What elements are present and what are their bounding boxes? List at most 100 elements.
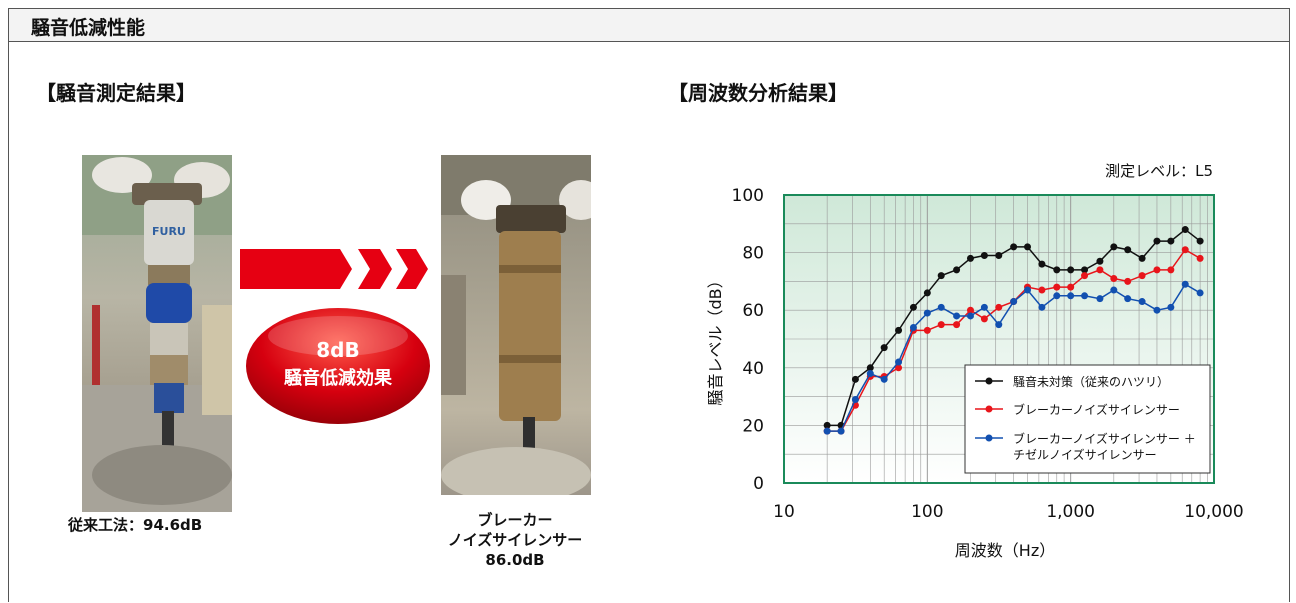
reduction-arrows	[240, 249, 428, 289]
silencer-breaker-illustration	[441, 155, 591, 495]
series-1-point	[823, 421, 831, 429]
series-1-point	[995, 251, 1003, 259]
series-2-point	[1138, 272, 1146, 280]
series-3-point	[1010, 298, 1018, 306]
caption-silencer-line2: ノイズサイレンサー	[447, 531, 583, 549]
conventional-breaker-illustration: FURU	[82, 155, 232, 512]
series-3-point	[1181, 280, 1189, 288]
arrow-chevron-1	[358, 249, 392, 289]
series-3-point	[895, 358, 903, 366]
series-3-point	[980, 303, 988, 311]
series-1-point	[1196, 237, 1204, 245]
legend-box	[964, 364, 1211, 474]
series-3-point	[866, 370, 874, 378]
reduction-badge: 8dB 騒音低減効果	[244, 306, 432, 426]
series-2-point	[1110, 275, 1118, 283]
x-tick-label: 10	[773, 502, 795, 522]
series-3-point	[1067, 292, 1075, 300]
series-1-point	[1081, 266, 1089, 274]
series-1-point	[880, 344, 888, 352]
caption-silencer-line1: ブレーカー	[477, 511, 553, 529]
series-1-point	[966, 254, 974, 262]
series-2-point	[1067, 283, 1075, 291]
x-axis-label: 周波数（Hz）	[955, 541, 1055, 560]
series-1-point	[1153, 237, 1161, 245]
series-3-point	[851, 395, 859, 403]
series-1-point	[1181, 226, 1189, 234]
series-3-point	[823, 427, 831, 435]
series-3-point	[1153, 306, 1161, 314]
badge-ellipse	[246, 308, 430, 424]
series-1-point	[1138, 254, 1146, 262]
y-tick-label: 20	[742, 416, 764, 436]
series-1-point	[1124, 246, 1132, 254]
series-1-point	[866, 364, 874, 372]
series-3-point	[1196, 289, 1204, 297]
arrow-large	[240, 249, 352, 289]
series-3-point	[1138, 298, 1146, 306]
measurement-level-annotation: 測定レベル：L5	[1105, 162, 1213, 180]
series-3-point	[1038, 303, 1046, 311]
series-2-point	[1038, 286, 1046, 294]
series-3-point	[995, 321, 1003, 329]
photo-conventional-method: FURU	[82, 155, 232, 512]
series-3-point	[966, 312, 974, 320]
caption-silencer-line3: 86.0dB	[485, 551, 545, 569]
series-3-point	[1167, 303, 1175, 311]
series-3-point	[923, 309, 931, 317]
legend-swatch-marker	[985, 377, 993, 385]
series-1-point	[909, 303, 917, 311]
y-tick-label: 100	[732, 186, 764, 206]
series-1-point	[1167, 237, 1175, 245]
series-3-point	[1096, 295, 1104, 303]
series-1-point	[1053, 266, 1061, 274]
x-tick-label: 10,000	[1184, 502, 1243, 522]
series-3-point	[1110, 286, 1118, 294]
y-tick-label: 80	[742, 244, 764, 264]
badge-db-value: 8dB	[316, 338, 360, 362]
legend-swatch-marker	[985, 434, 993, 442]
caption-conventional: 従来工法：94.6dB	[68, 516, 203, 534]
series-3-point	[953, 312, 961, 320]
series-2-point	[995, 303, 1003, 311]
series-1-point	[1096, 257, 1104, 265]
series-3-point	[1053, 292, 1061, 300]
series-2-point	[966, 306, 974, 314]
series-2-point	[1096, 266, 1104, 274]
badge-effect-label: 騒音低減効果	[284, 368, 392, 389]
series-1-point	[895, 326, 903, 334]
series-1-point	[1024, 243, 1032, 251]
series-2-point	[1053, 283, 1061, 291]
series-1-point	[937, 272, 945, 280]
series-2-point	[1167, 266, 1175, 274]
series-1-point	[923, 289, 931, 297]
series-2-point	[1196, 254, 1204, 262]
series-3-point	[1124, 295, 1132, 303]
x-tick-label: 1,000	[1046, 502, 1095, 522]
series-3-point	[1081, 292, 1089, 300]
series-1-point	[1038, 260, 1046, 268]
arrow-chevron-2	[396, 249, 428, 289]
series-3-point	[1024, 286, 1032, 294]
legend-label: ブレーカーノイズサイレンサー ＋	[1013, 431, 1196, 446]
legend-label: 騒音未対策（従来のハツリ）	[1013, 374, 1169, 389]
series-1-point	[851, 375, 859, 383]
series-2-point	[980, 315, 988, 323]
photo-brand-label: FURU	[152, 225, 186, 238]
y-tick-label: 0	[753, 474, 764, 494]
series-2-point	[895, 364, 903, 372]
series-2-point	[953, 321, 961, 329]
series-2-point	[1181, 246, 1189, 254]
y-axis-label: 騒音レベル（dB）	[706, 272, 725, 405]
plot-border	[783, 194, 1215, 484]
series-1-point	[1110, 243, 1118, 251]
series-2-point	[1124, 277, 1132, 285]
photo-noise-silencer	[441, 155, 591, 495]
section-header: 騒音低減性能	[8, 8, 1290, 42]
series-3-point	[837, 427, 845, 435]
noise-measurement-title: 【騒音測定結果】	[36, 81, 196, 105]
frequency-analysis-title: 【周波数分析結果】	[668, 81, 848, 105]
section-header-title: 騒音低減性能	[31, 17, 146, 39]
legend-label: チゼルノイズサイレンサー	[1013, 447, 1157, 462]
